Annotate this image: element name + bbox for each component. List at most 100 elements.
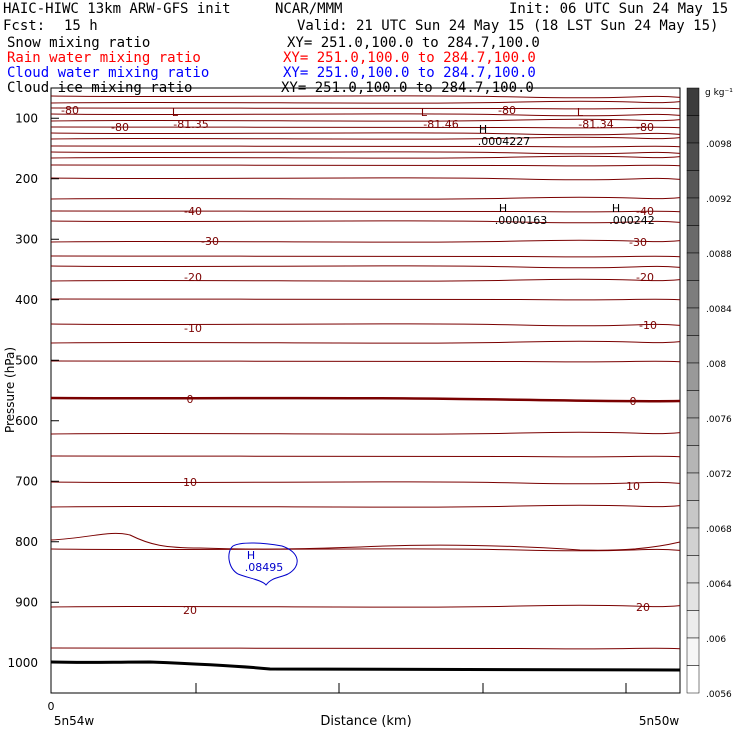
x-axis-title: Distance (km) xyxy=(320,714,411,729)
colorbar-segment xyxy=(686,280,700,309)
high-value: .0000163 xyxy=(495,214,548,227)
x-left-location: 5n54w xyxy=(54,714,95,728)
temperature-contour-line xyxy=(50,107,681,110)
colorbar-segment xyxy=(686,225,700,254)
high-marker: H xyxy=(499,202,507,215)
temperature-contour-line xyxy=(50,255,681,258)
low-marker: L xyxy=(172,106,179,119)
y-tick-label: 500 xyxy=(15,353,38,367)
y-tick-label: 600 xyxy=(15,414,38,428)
plot-frame xyxy=(50,87,681,694)
temperature-contour-line xyxy=(50,177,681,181)
colorbar-segment xyxy=(686,307,700,336)
field-xy-cloud-water: XY= 251.0,100.0 to 284.7,100.0 xyxy=(283,65,536,81)
y-tick-label: 400 xyxy=(15,293,38,307)
colorbar: .0098 .0092 .0088 .0084 .008 .0076 .0072 .0068.… xyxy=(686,87,732,700)
temperature-contour-line xyxy=(50,323,681,327)
x-right-location: 5n50w xyxy=(639,714,680,728)
colorbar-segment xyxy=(686,472,700,501)
colorbar-tick-label: .008 xyxy=(706,360,726,370)
temperature-contour-line xyxy=(50,164,681,167)
temperature-contours xyxy=(50,95,681,650)
field-name-snow: Snow mixing ratio xyxy=(7,35,151,51)
temperature-contour-line xyxy=(50,132,681,136)
colorbar-segment xyxy=(686,390,700,419)
high-value: .08495 xyxy=(245,561,284,574)
temp-label: 20 xyxy=(183,604,197,617)
colorbar-segment xyxy=(686,527,700,556)
temperature-contour-line xyxy=(50,196,681,200)
colorbar-segment xyxy=(686,335,700,364)
colorbar-segment xyxy=(686,170,700,199)
colorbar-segment xyxy=(686,362,700,391)
temperature-contour-line xyxy=(50,118,681,122)
temperature-contour-line xyxy=(50,220,681,224)
colorbar-tick-label: .0068 xyxy=(706,525,732,535)
temperature-contour-line xyxy=(50,481,681,485)
colorbar-segment xyxy=(686,500,700,529)
temperature-contour-line xyxy=(50,278,681,282)
temperature-contour-line xyxy=(50,239,681,243)
y-axis: 100 200 300 400 500 600 700 800 900 1000 xyxy=(7,111,59,670)
temperature-contour-line xyxy=(50,532,681,551)
colorbar-tick-label: .0076 xyxy=(706,415,732,425)
freezing-level-contour xyxy=(50,396,681,403)
y-tick-label: 100 xyxy=(15,111,38,125)
y-axis-title: Pressure (hPa) xyxy=(3,347,17,433)
temp-label: 0 xyxy=(187,393,194,406)
colorbar-segment xyxy=(686,115,700,144)
temperature-contour-line xyxy=(50,340,681,344)
temperature-contour-line xyxy=(50,548,681,552)
temp-label: 20 xyxy=(636,601,650,614)
temperature-contour-line xyxy=(50,155,681,159)
x-axis: 0 5n54w 5n50w Distance (km) xyxy=(48,683,680,729)
temperature-contour-line xyxy=(50,604,681,608)
y-tick-label: 300 xyxy=(15,232,38,246)
temp-label: -40 xyxy=(184,205,202,218)
temperature-contour-line xyxy=(50,265,681,269)
colorbar-segment xyxy=(686,252,700,281)
colorbar-segment xyxy=(686,142,700,171)
y-tick-label: 900 xyxy=(15,595,38,609)
temp-label: -20 xyxy=(636,271,654,284)
temperature-contour-line xyxy=(50,210,681,213)
temperature-contour-line xyxy=(50,647,681,650)
temperature-labels: -80 -80 -80 -80 -40 -40 -30 -30 -20 -20 … xyxy=(61,104,657,617)
temperature-contour-line xyxy=(50,95,681,99)
field-name-cloud-water: Cloud water mixing ratio xyxy=(7,65,210,81)
valid-time: Valid: 21 UTC Sun 24 May 15 (18 LST Sun … xyxy=(297,18,719,34)
temp-label: -80 xyxy=(111,121,129,134)
temp-label: -30 xyxy=(201,235,219,248)
temp-label: -40 xyxy=(636,205,654,218)
colorbar-tick-label: .0092 xyxy=(706,195,732,205)
temp-label: -30 xyxy=(629,236,647,249)
temperature-contour-line xyxy=(50,113,681,117)
agency-label: NCAR/MMM xyxy=(275,1,343,17)
extrema-markers: L -81.35 L -81.46 L -81.34 H .0004227 H … xyxy=(172,106,655,574)
y-tick-label: 200 xyxy=(15,172,38,186)
high-marker: H xyxy=(479,123,487,136)
temperature-contour-line xyxy=(50,145,681,148)
colorbar-tick-label: .0084 xyxy=(706,305,732,315)
colorbar-tick-label: .0072 xyxy=(706,470,732,480)
colorbar-segment xyxy=(686,610,700,639)
temp-label: 10 xyxy=(183,476,197,489)
temp-label: -20 xyxy=(184,271,202,284)
high-marker: H xyxy=(612,202,620,215)
y-tick-label: 800 xyxy=(15,535,38,549)
model-title: HAIC-HIWC 13km ARW-GFS init xyxy=(3,1,231,17)
low-value: -81.46 xyxy=(423,118,458,131)
low-marker: L xyxy=(577,106,584,119)
forecast-label: Fcst: xyxy=(3,18,46,34)
colorbar-segment xyxy=(686,665,700,694)
high-marker: H xyxy=(247,549,255,562)
colorbar-segment xyxy=(686,445,700,474)
field-name-rain: Rain water mixing ratio xyxy=(7,50,201,66)
temperature-contour-line xyxy=(50,360,681,363)
temp-label: -80 xyxy=(498,104,516,117)
temperature-contour-line xyxy=(50,298,681,301)
temperature-contour-line xyxy=(50,126,681,129)
temp-label: -80 xyxy=(61,104,79,117)
